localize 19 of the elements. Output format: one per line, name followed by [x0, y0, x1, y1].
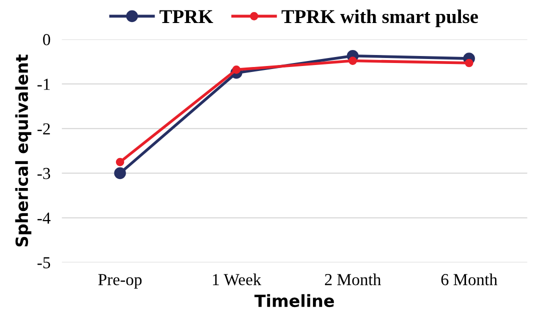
legend-label: TPRK with smart pulse: [282, 9, 478, 28]
y-tick-label: -5: [37, 257, 50, 268]
x-axis-title: Timeline: [254, 294, 334, 308]
legend-label: TPRK: [160, 10, 214, 23]
y-axis-title: Spherical equivalent: [15, 54, 32, 246]
y-tick-label: -3: [37, 168, 50, 180]
point: [232, 66, 241, 74]
point: [348, 56, 357, 65]
x-tick-label: 2 Month: [324, 274, 381, 286]
y-tick-label: 0: [43, 34, 50, 46]
y-tick-label: -1: [37, 78, 50, 90]
y-tick-label: -2: [37, 123, 50, 134]
point: [114, 167, 126, 180]
point: [464, 58, 474, 68]
point: [116, 158, 124, 166]
y-tick-label: -4: [37, 212, 50, 224]
x-tick-label: 1 Week: [212, 274, 262, 286]
x-tick-label: 6 Month: [441, 274, 498, 286]
x-tick-label: Pre-op: [98, 274, 142, 289]
